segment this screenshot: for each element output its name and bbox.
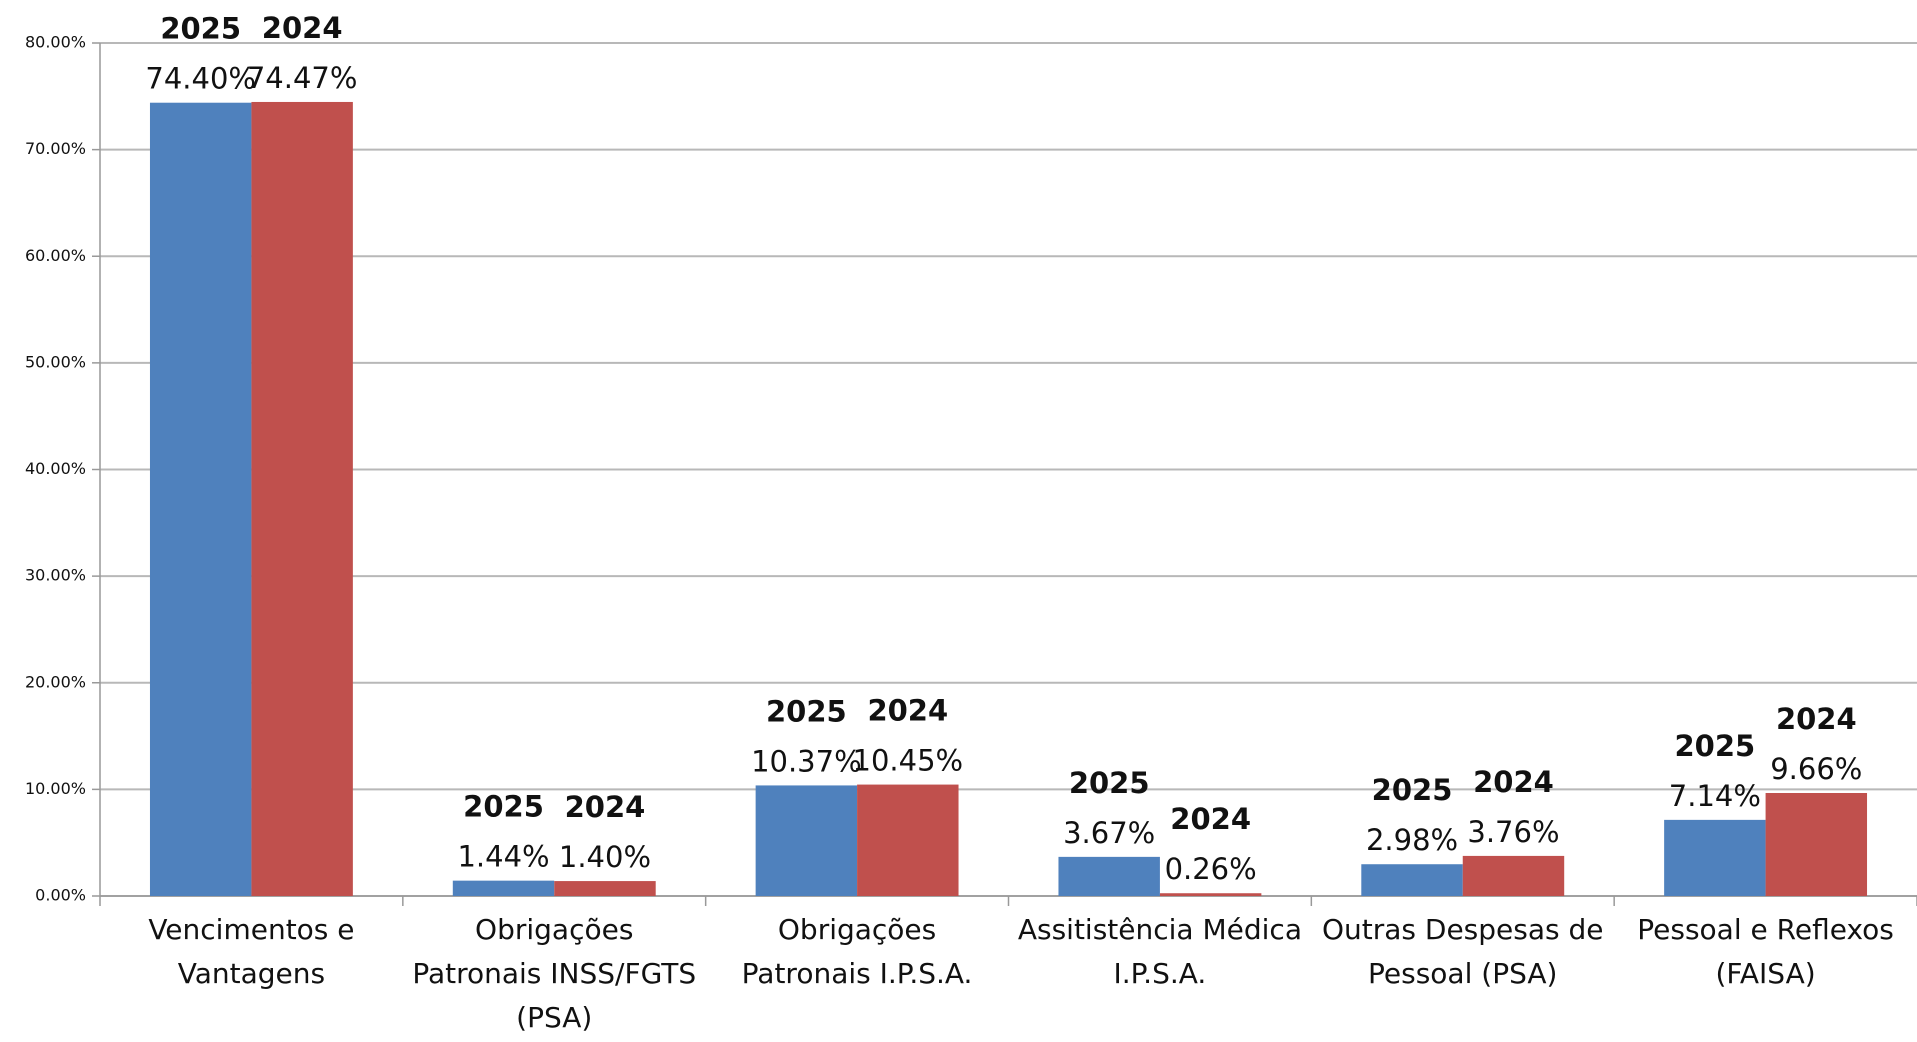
data-label: 74.40% [145,62,256,96]
data-label-series: 2024 [1776,702,1857,736]
y-tick-label: 60.00% [25,246,86,265]
bar [1361,864,1463,896]
data-label-series: 2024 [1473,765,1554,799]
bar [554,881,656,896]
y-tick-label: 10.00% [25,779,86,798]
bar [149,102,252,896]
x-tick-label: Pessoal e Reflexos (FAISA) [1637,913,1894,990]
bar [1462,855,1565,896]
bar [1058,856,1160,896]
data-label: 1.44% [457,840,549,874]
y-tick-label: 0.00% [35,886,86,905]
x-tick-label: Vencimentos e Vantagens [148,913,355,990]
data-label-series: 2025 [1069,766,1150,800]
data-label: 3.67% [1063,816,1155,850]
y-tick-label: 20.00% [25,672,86,691]
data-label: 10.45% [853,744,964,778]
y-tick-label: 50.00% [25,352,86,371]
data-label-series: 2024 [867,694,948,728]
data-label: 9.66% [1770,752,1862,786]
bar [1765,793,1868,896]
data-label: 1.40% [559,840,651,874]
data-label-series: 2025 [1674,729,1755,763]
data-label-series: 2025 [1372,773,1453,807]
x-tick-label: Outras Despesas de Pessoal (PSA) [1321,913,1604,990]
bar [251,101,353,896]
data-label: 0.26% [1165,852,1257,886]
bar [452,880,555,896]
data-label-series: 2025 [160,12,241,46]
data-label: 2.98% [1366,823,1458,857]
y-tick-label: 70.00% [25,139,86,158]
y-tick-label: 80.00% [25,33,86,52]
data-label-series: 2024 [262,11,343,45]
bar [1159,893,1262,896]
data-label: 10.37% [751,744,862,778]
data-label-series: 2024 [565,790,646,824]
bar [857,784,959,896]
y-tick-label: 30.00% [25,566,86,585]
data-label: 74.47% [247,61,358,95]
data-label-series: 2024 [1170,802,1251,836]
x-tick-label: Obrigações Patronais I.P.S.A. [741,913,973,990]
y-tick-label: 40.00% [25,459,86,478]
x-tick-label: Assitistência Médica I.P.S.A. [1017,913,1302,990]
data-label-series: 2025 [766,694,847,728]
bar [1664,819,1766,896]
data-label-series: 2025 [463,790,544,824]
data-label: 3.76% [1467,815,1559,849]
x-tick-label: Obrigações Patronais INSS/FGTS (PSA) [412,913,697,1034]
data-label: 7.14% [1669,779,1761,813]
bar [755,785,858,896]
